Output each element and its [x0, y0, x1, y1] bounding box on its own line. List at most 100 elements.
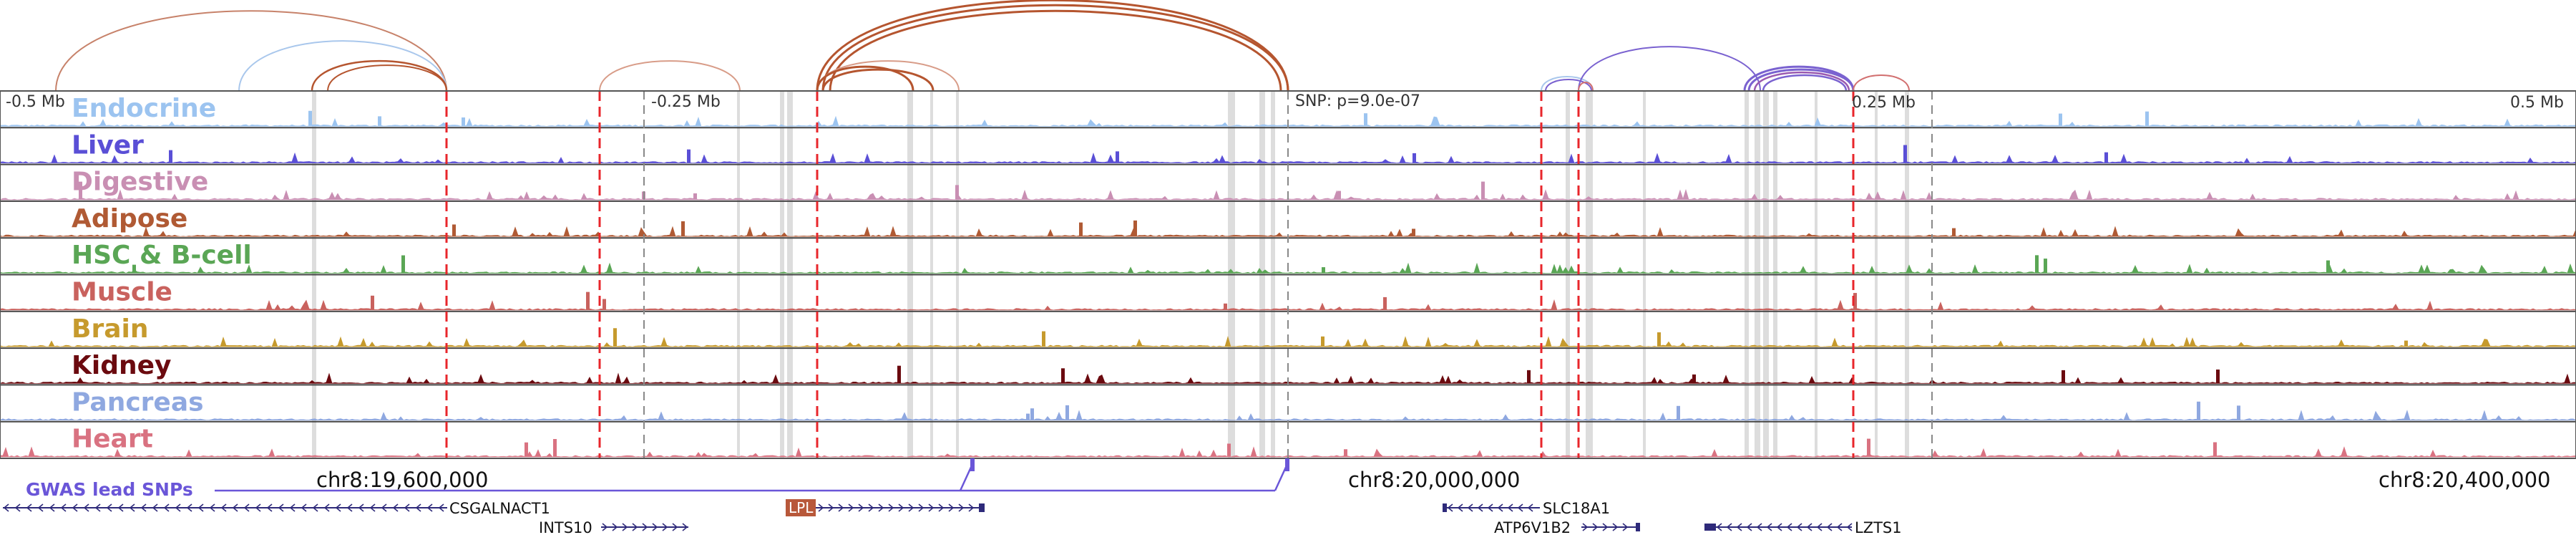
strand-arrow [612, 523, 618, 531]
strand-arrow [255, 503, 261, 512]
strand-arrow [1507, 503, 1513, 512]
track-label: Endocrine [72, 94, 216, 123]
strand-arrow [1826, 523, 1833, 531]
strand-arrow [1477, 503, 1483, 512]
signal-profile [0, 299, 2576, 311]
signal-peak [1527, 370, 1531, 384]
gene-lpl: LPL [786, 499, 985, 516]
strand-arrow [1582, 523, 1589, 531]
strand-arrow [243, 503, 250, 512]
signal-peak [132, 264, 136, 274]
track-label: Kidney [72, 351, 172, 380]
strand-arrow [60, 503, 67, 512]
strand-arrow [1736, 523, 1742, 531]
strand-arrow [632, 523, 638, 531]
strand-arrow [232, 503, 238, 512]
strand-arrow [898, 503, 904, 512]
loop-arc [821, 68, 935, 92]
track-label: HSC & B-cell [72, 241, 252, 270]
track-labels: Endocrine Liver Digestive Adipose HSC & B-ce… [72, 94, 252, 454]
signal-peak [602, 299, 606, 310]
signal-peak [1412, 228, 1415, 237]
strand-arrow [415, 503, 421, 512]
gene-ints10: INTS10 [539, 519, 688, 536]
strand-arrow [312, 503, 318, 512]
strand-arrow [1796, 523, 1802, 531]
signal-profile [0, 226, 2576, 237]
strand-arrow [828, 503, 834, 512]
strand-arrow [197, 503, 204, 512]
coordinate-right: chr8:20,400,000 [2379, 468, 2551, 492]
signal-peak [525, 442, 528, 457]
loop-arc [1762, 74, 1848, 92]
signal-peak [2059, 113, 2062, 127]
track-label: Brain [72, 314, 148, 344]
signal-peak [1133, 220, 1137, 237]
strand-arrow [163, 503, 170, 512]
strand-arrow [83, 503, 89, 512]
signal-peak [1561, 340, 1565, 347]
strand-arrow [1716, 523, 1722, 531]
strand-arrow [662, 523, 668, 531]
signal-peak [1322, 267, 1325, 274]
strand-arrow [26, 503, 32, 512]
strand-arrow [642, 523, 648, 531]
gwas-label: GWAS lead SNPs [26, 479, 193, 500]
strand-arrow [1592, 523, 1599, 531]
signal-profile [0, 336, 2576, 347]
strand-arrow [622, 523, 628, 531]
strand-arrow [1776, 523, 1782, 531]
loop-arc [829, 9, 1282, 92]
track-label: Digestive [72, 168, 208, 197]
strand-arrow [186, 503, 192, 512]
loop-arc [327, 64, 447, 92]
strand-arrow [140, 503, 147, 512]
signal-peak [1383, 296, 1387, 310]
signal-peak [378, 116, 381, 127]
strand-arrows [602, 523, 688, 531]
strand-arrow [1726, 523, 1732, 531]
signal-peak [1065, 405, 1069, 420]
signal-peak [2197, 401, 2200, 420]
strand-arrow [1457, 503, 1463, 512]
axis-label-right-mid: 0.25 Mb [1852, 94, 1916, 112]
exon [979, 503, 985, 512]
strand-arrow [3, 503, 9, 512]
strand-arrow [682, 523, 688, 531]
strand-arrow [848, 503, 854, 512]
signal-peak [1677, 405, 1680, 420]
axis-label-left-mid: -0.25 Mb [651, 93, 721, 111]
strand-arrow [1786, 523, 1792, 531]
loop-arc [1853, 74, 1910, 92]
signal-peak [401, 255, 405, 274]
strand-arrow [278, 503, 284, 512]
gene-annotations: CSGALNACT1 INTS10 LPL SLC18A1 [3, 499, 1902, 536]
signal-peak [452, 224, 456, 237]
gwas-section: GWAS lead SNPs [26, 458, 1289, 500]
gene-label: LZTS1 [1855, 519, 1902, 536]
strand-arrow [1467, 503, 1473, 512]
strand-arrow [72, 503, 78, 512]
strand-arrow [323, 503, 330, 512]
exon [1704, 524, 1716, 531]
signal-profile [0, 152, 2576, 163]
loop-arc [1747, 68, 1855, 92]
strand-arrow [1602, 523, 1609, 531]
signal-peak [1061, 368, 1065, 384]
gene-label: LPL [789, 499, 814, 516]
strand-arrow [14, 503, 21, 512]
strand-arrow [1746, 523, 1752, 531]
signal-peak [897, 365, 901, 384]
gene-label: ATP6V1B2 [1494, 519, 1571, 536]
signal-peak [1116, 151, 1119, 163]
signal-peak [1042, 331, 1045, 347]
strand-arrow [369, 503, 376, 512]
strand-arrow [438, 503, 444, 512]
strand-arrow [1487, 503, 1493, 512]
signal-peak [1227, 443, 1231, 457]
strand-arrow [672, 523, 678, 531]
signal-peak [1337, 191, 1341, 200]
strand-arrow [652, 523, 658, 531]
strand-arrow [129, 503, 135, 512]
strand-arrow [175, 503, 181, 512]
